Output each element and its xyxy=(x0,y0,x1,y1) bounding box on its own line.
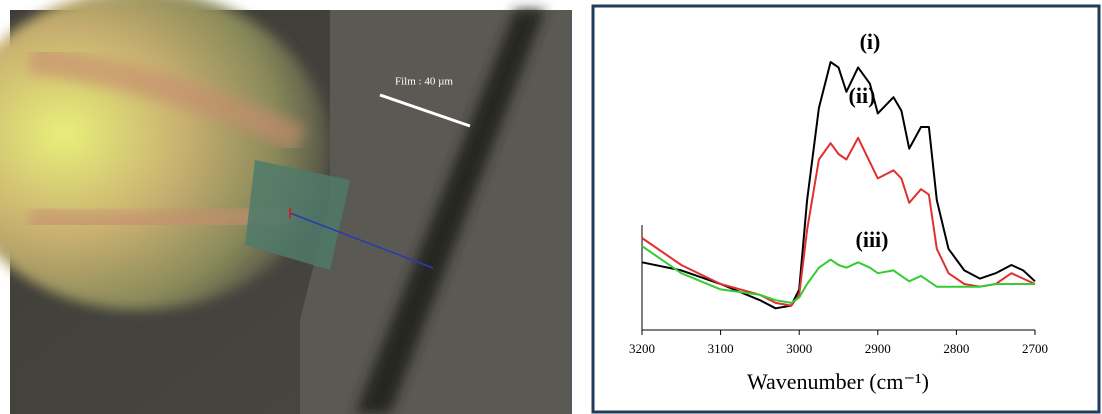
photo: Film : 40 µm xyxy=(0,0,572,414)
chart: (i) (ii) (iii) Wavenumber (cm⁻¹) 3200 310… xyxy=(629,29,1048,394)
groove xyxy=(355,10,545,414)
series-line xyxy=(641,61,1036,310)
series-line xyxy=(641,136,1036,307)
x-axis-label: Wavenumber (cm⁻¹) xyxy=(747,369,929,394)
scale-label: Film : 40 µm xyxy=(395,76,453,88)
x-tick-label: 3100 xyxy=(708,341,734,356)
x-tick-label: 2900 xyxy=(865,341,891,356)
x-tick-label: 2800 xyxy=(943,341,969,356)
crystal xyxy=(245,160,350,270)
chart-frame xyxy=(591,4,1101,414)
tip-stripe xyxy=(28,46,307,153)
x-tick-label: 3200 xyxy=(629,341,655,356)
x-tick-label: 2700 xyxy=(1022,341,1048,356)
series-line xyxy=(641,245,1035,304)
measure-line xyxy=(289,212,434,269)
series-label: (iii) xyxy=(856,227,889,252)
scale-bar xyxy=(379,93,471,128)
x-tick-label: 3000 xyxy=(786,341,812,356)
series-label: (i) xyxy=(860,29,881,54)
